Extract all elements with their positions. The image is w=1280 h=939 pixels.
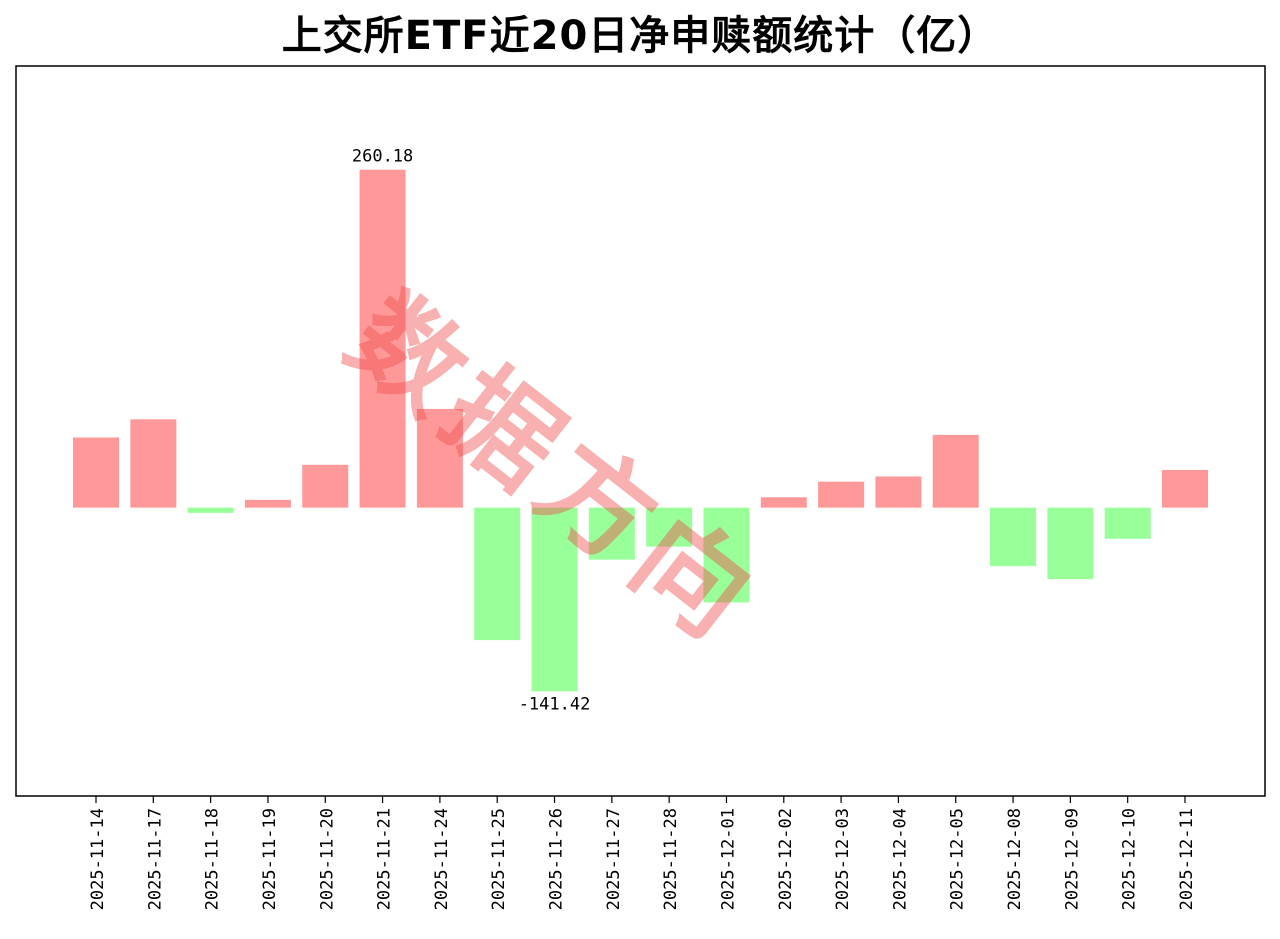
- x-tick-label: 2025-12-11: [1177, 808, 1197, 910]
- x-tick-label: 2025-11-26: [547, 808, 567, 910]
- bar-2025-12-09: [1047, 507, 1094, 580]
- data-label: 260.18: [352, 147, 413, 167]
- bar-2025-11-28: [646, 507, 693, 547]
- bar-2025-12-01: [703, 507, 750, 603]
- x-tick-label: 2025-11-21: [375, 808, 395, 910]
- bar-2025-12-02: [760, 497, 807, 508]
- x-tick-label: 2025-11-14: [88, 808, 108, 910]
- x-tick-label: 2025-12-10: [1120, 808, 1140, 910]
- bar-2025-11-26: [531, 507, 578, 692]
- bars-layer: [73, 169, 1208, 692]
- bar-2025-11-14: [73, 437, 119, 508]
- bar-2025-12-03: [818, 481, 865, 508]
- x-ticks-layer: 2025-11-14 2025-11-17 2025-11-18 2025-11-19…: [88, 796, 1197, 910]
- bar-2025-12-05: [932, 434, 979, 508]
- bar-2025-12-04: [875, 476, 922, 508]
- x-tick-label: 2025-11-24: [432, 808, 452, 910]
- x-tick-label: 2025-12-09: [1062, 808, 1082, 910]
- x-tick-label: 2025-12-05: [948, 808, 968, 910]
- x-tick-label: 2025-12-04: [890, 808, 910, 910]
- x-tick-label: 2025-12-02: [776, 808, 796, 910]
- plot-frame: [15, 65, 1266, 797]
- bar-2025-12-11: [1162, 469, 1208, 508]
- data-label: -141.42: [519, 694, 591, 714]
- chart-title: 上交所ETF近20日净申赎额统计（亿）: [281, 13, 999, 59]
- bar-2025-12-10: [1104, 507, 1151, 539]
- x-tick-label: 2025-11-19: [260, 808, 280, 910]
- x-tick-label: 2025-12-01: [718, 808, 738, 910]
- bar-2025-11-24: [416, 408, 463, 508]
- x-tick-label: 2025-12-03: [833, 808, 853, 910]
- bar-2025-11-27: [588, 507, 635, 560]
- x-tick-label: 2025-11-18: [203, 808, 223, 910]
- x-tick-label: 2025-11-20: [317, 808, 337, 910]
- bar-2025-11-20: [302, 464, 349, 508]
- bar-2025-11-18: [187, 507, 234, 513]
- bar-2025-11-17: [130, 419, 177, 508]
- bar-2025-11-19: [244, 499, 291, 508]
- data-labels-layer: 260.18 -141.42: [352, 147, 590, 715]
- bar-2025-12-08: [990, 507, 1037, 567]
- x-tick-label: 2025-11-17: [145, 808, 165, 910]
- x-tick-label: 2025-11-28: [661, 808, 681, 910]
- bar-2025-11-21: [359, 169, 406, 508]
- x-tick-label: 2025-11-25: [489, 808, 509, 910]
- bar-2025-11-25: [474, 507, 521, 641]
- x-tick-label: 2025-12-08: [1005, 808, 1025, 910]
- x-tick-label: 2025-11-27: [604, 808, 624, 910]
